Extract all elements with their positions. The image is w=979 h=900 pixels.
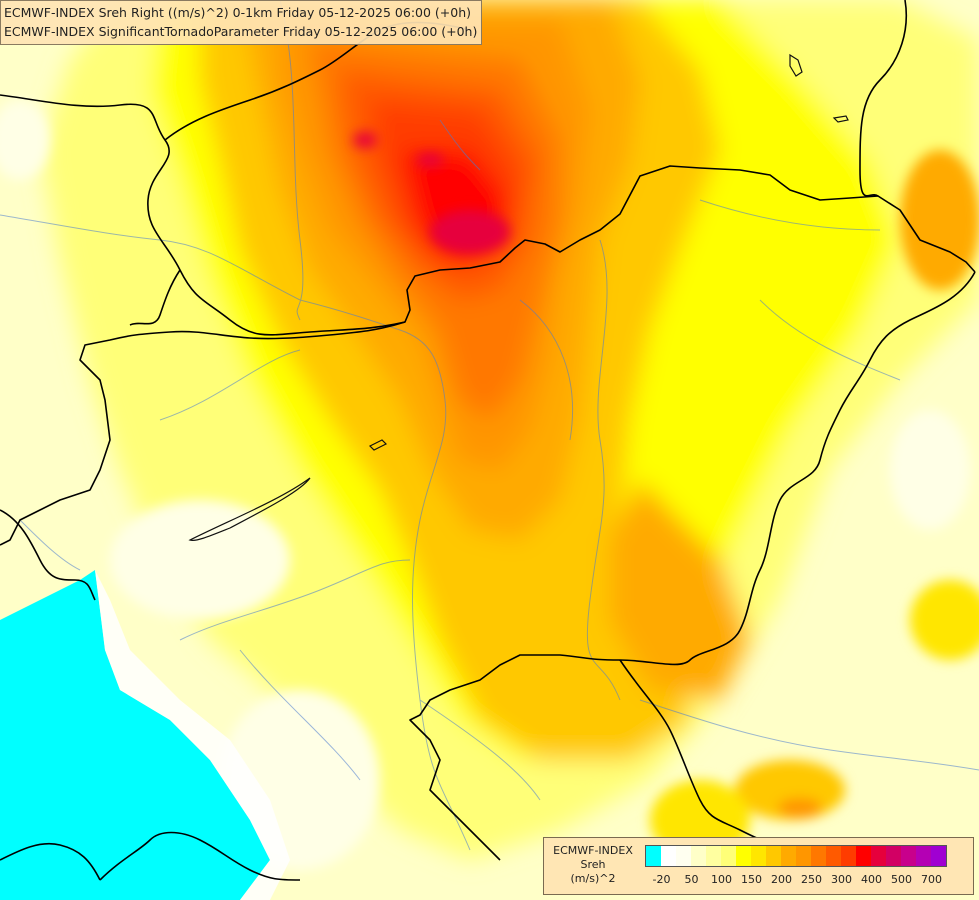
legend-swatch	[916, 846, 931, 866]
white-fringe	[95, 570, 290, 900]
legend-swatch	[751, 846, 766, 866]
legend-label: ECMWF-INDEX Sreh (m/s)^2	[546, 844, 640, 886]
legend-swatch	[661, 846, 676, 866]
title-line-1: ECMWF-INDEX Sreh Right ((m/s)^2) 0-1km F…	[4, 5, 472, 20]
negative-sreh-region	[0, 570, 270, 900]
lakes	[188, 53, 849, 541]
legend-tick-label: 250	[801, 873, 822, 886]
legend-tick-label: 100	[711, 873, 732, 886]
legend-tick-label: -20	[652, 873, 671, 886]
legend-tick-label: 200	[771, 873, 792, 886]
legend-swatch	[646, 846, 661, 866]
legend-unit: (m/s)^2	[570, 872, 616, 885]
legend-swatch	[706, 846, 721, 866]
map-title-box: ECMWF-INDEX Sreh Right ((m/s)^2) 0-1km F…	[0, 0, 483, 45]
legend-swatch	[811, 846, 826, 866]
legend-tick-label: 50	[684, 873, 699, 886]
legend-swatch	[886, 846, 901, 866]
country-borders	[0, 0, 976, 881]
color-legend: ECMWF-INDEX Sreh (m/s)^2 -20 50 100 150 200 2…	[543, 837, 974, 895]
legend-swatch	[856, 846, 871, 866]
legend-swatch	[766, 846, 781, 866]
legend-swatch	[841, 846, 856, 866]
legend-tick-label: 500	[891, 873, 912, 886]
legend-swatch	[871, 846, 886, 866]
legend-swatch	[826, 846, 841, 866]
legend-swatch	[781, 846, 796, 866]
legend-swatch	[676, 846, 691, 866]
title-line-2: ECMWF-INDEX SignificantTornadoParameter …	[4, 24, 478, 39]
legend-tick-label: 300	[831, 873, 852, 886]
legend-swatch	[736, 846, 751, 866]
legend-ticks: -20 50 100 150 200 250 300 400 500 700	[645, 873, 975, 889]
legend-tick-label: 150	[741, 873, 762, 886]
legend-tick-label: 400	[861, 873, 882, 886]
legend-title: ECMWF-INDEX	[553, 844, 633, 857]
legend-variable: Sreh	[580, 858, 606, 871]
sreh-core	[0, 100, 979, 870]
legend-swatch	[796, 846, 811, 866]
legend-swatch	[691, 846, 706, 866]
legend-swatch	[931, 846, 946, 866]
legend-swatch	[901, 846, 916, 866]
legend-swatch	[721, 846, 736, 866]
legend-swatches	[645, 845, 947, 867]
legend-tick-label: 700	[921, 873, 942, 886]
